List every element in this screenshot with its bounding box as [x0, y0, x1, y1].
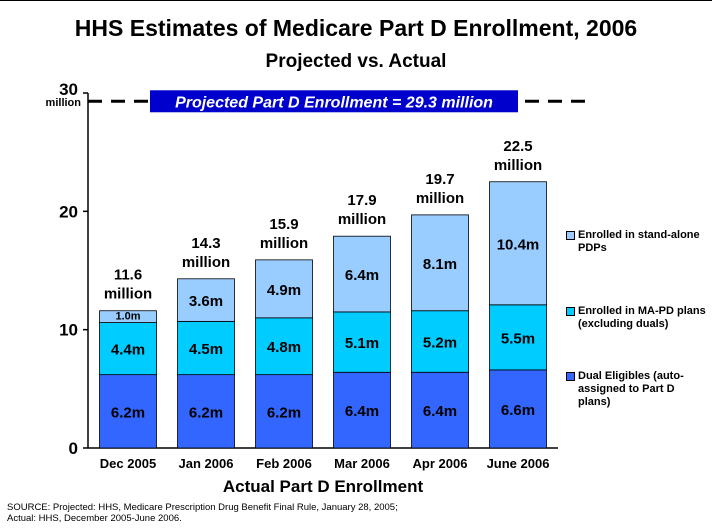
x-tick-label: Mar 2006	[334, 456, 390, 471]
source-line-1: SOURCE: Projected: HHS, Medicare Prescri…	[7, 502, 398, 513]
x-axis-title: Actual Part D Enrollment	[223, 477, 424, 496]
y-tick-label: 10	[59, 321, 78, 340]
bar-segment	[99, 310, 157, 323]
bar-segment	[99, 374, 157, 449]
legend-swatch-mapd	[566, 307, 575, 316]
bar-value-label: 6.2m	[111, 404, 145, 421]
bar-segment	[411, 310, 469, 373]
bar-value-label: 6.4m	[345, 403, 379, 420]
y-tick-unit: million	[46, 97, 82, 109]
bar-segment	[333, 311, 391, 373]
bar-segment	[99, 322, 157, 376]
bar-value-label: 5.1m	[345, 335, 379, 352]
total-unit-label: million	[338, 211, 386, 228]
projected-label: Projected Part D Enrollment = 29.3 milli…	[175, 94, 493, 111]
bar-value-label: 4.4m	[111, 342, 145, 359]
bar-value-label: 10.4m	[497, 236, 540, 253]
bar-segment	[177, 374, 235, 449]
bar-segment	[489, 181, 547, 306]
bar-segment	[255, 374, 313, 449]
bar-value-label: 8.1m	[423, 256, 457, 273]
total-label: 15.9	[269, 216, 298, 233]
bar-value-label: 6.4m	[345, 267, 379, 284]
legend-swatch-pdp	[566, 231, 575, 240]
bar-value-label: 4.9m	[267, 282, 301, 299]
total-label: 19.7	[425, 171, 454, 188]
bar-value-label: 5.2m	[423, 335, 457, 352]
legend-swatch-dual	[566, 372, 575, 381]
source-line-2: Actual: HHS, December 2005-June 2006.	[7, 513, 182, 524]
total-unit-label: million	[260, 235, 308, 252]
bar-value-label: 6.2m	[267, 404, 301, 421]
projected-banner	[150, 90, 518, 113]
x-tick-label: Jan 2006	[179, 456, 234, 471]
bar-value-label: 5.5m	[501, 330, 535, 347]
x-tick-label: June 2006	[487, 456, 550, 471]
total-unit-label: million	[182, 254, 230, 271]
bar-value-label: 6.6m	[501, 402, 535, 419]
bar-segment	[411, 371, 469, 449]
x-tick-label: Feb 2006	[256, 456, 312, 471]
bar-segment	[333, 235, 391, 313]
bar-segment	[489, 369, 547, 449]
bar-segment	[489, 304, 547, 371]
bar-value-label: 1.0m	[115, 311, 140, 323]
bar-value-label: 4.8m	[267, 339, 301, 356]
total-unit-label: million	[104, 286, 152, 303]
legend-label-mapd: Enrolled in MA-PD plans (excluding duals…	[578, 305, 706, 330]
bar-value-label: 6.4m	[423, 403, 457, 420]
total-label: 11.6	[114, 267, 142, 284]
total-label: 14.3	[191, 235, 220, 252]
x-tick-label: Dec 2005	[100, 456, 156, 471]
total-unit-label: million	[494, 157, 542, 174]
bar-segment	[411, 214, 469, 312]
total-unit-label: million	[416, 190, 464, 207]
y-tick-label: 30	[59, 80, 78, 99]
legend-label-dual: Dual Eligibles (auto-assigned to Part D …	[578, 370, 684, 408]
chart-title: HHS Estimates of Medicare Part D Enrollm…	[74, 15, 638, 41]
y-tick-label: 0	[69, 439, 78, 458]
x-tick-label: Apr 2006	[413, 456, 468, 471]
bar-segment	[255, 259, 313, 319]
y-tick-label: 20	[59, 202, 78, 221]
bar-value-label: 3.6m	[189, 293, 223, 310]
total-label: 17.9	[347, 192, 376, 209]
bar-value-label: 4.5m	[189, 341, 223, 358]
bar-segment	[333, 371, 391, 449]
chart-subtitle: Projected vs. Actual	[265, 51, 447, 72]
bar-value-label: 6.2m	[189, 404, 223, 421]
total-label: 22.5	[503, 138, 532, 155]
bar-segment	[177, 320, 235, 376]
legend-label-pdp: Enrolled in stand-alone PDPs	[578, 229, 700, 254]
bar-segment	[177, 278, 235, 322]
source-note: SOURCE: Projected: HHS, Medicare Prescri…	[7, 502, 398, 524]
